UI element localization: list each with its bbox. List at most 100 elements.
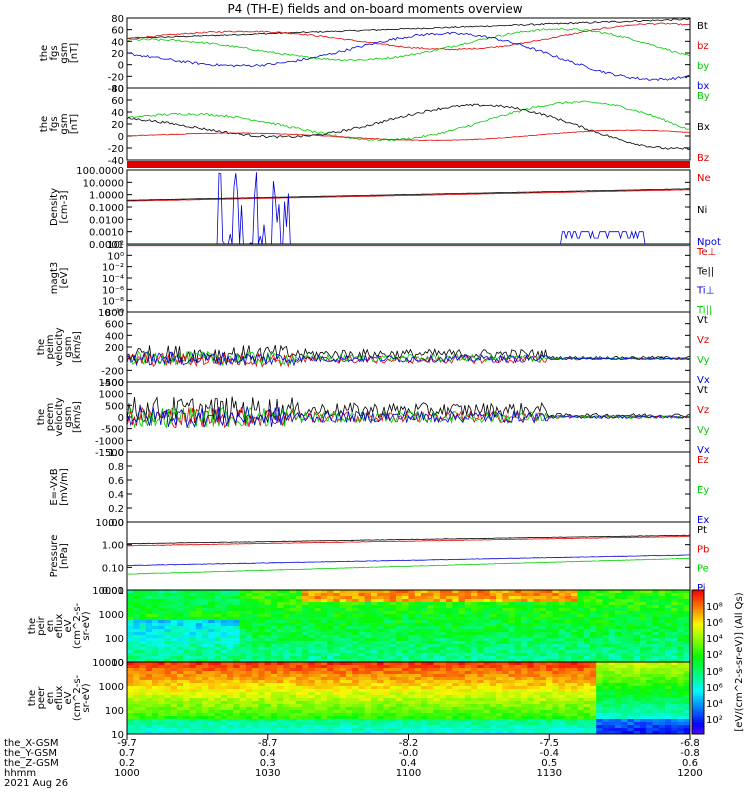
heatmap-cell (564, 650, 572, 654)
heatmap-cell (414, 662, 422, 666)
heatmap-cell (358, 617, 366, 621)
heatmap-cell (583, 695, 591, 699)
colorbar-cell (692, 640, 704, 644)
heatmap-cell (489, 689, 497, 693)
heatmap-cell (377, 686, 384, 690)
heatmap-cell (502, 710, 510, 714)
heatmap-cell (665, 611, 672, 615)
heatmap-cell (439, 653, 447, 657)
heatmap-cell (683, 644, 691, 648)
heatmap-cell (596, 674, 603, 678)
heatmap-cell (421, 608, 428, 612)
heatmap-cell (152, 635, 159, 639)
heatmap-cell (546, 605, 553, 609)
heatmap-cell (352, 686, 359, 690)
heatmap-cell (133, 626, 141, 630)
heatmap-cell (483, 641, 491, 645)
heatmap-cell (345, 605, 353, 609)
heatmap-cell (489, 728, 497, 732)
heatmap-cell (183, 683, 191, 687)
heatmap-cell (189, 620, 197, 624)
heatmap-cell (471, 620, 478, 624)
heatmap-cell (596, 629, 603, 633)
heatmap-cell (320, 704, 328, 708)
heatmap-cell (677, 665, 685, 669)
heatmap-cell (671, 653, 678, 657)
heatmap-cell (327, 608, 334, 612)
heatmap-cell (189, 683, 197, 687)
heatmap-cell (589, 593, 597, 597)
heatmap-cell (270, 692, 278, 696)
heatmap-cell (646, 590, 653, 594)
heatmap-cell (308, 632, 316, 636)
heatmap-cell (352, 602, 359, 606)
heatmap-cell (227, 611, 234, 615)
heatmap-cell (245, 653, 253, 657)
heatmap-cell (177, 716, 184, 720)
heatmap-cell (452, 707, 460, 711)
heatmap-cell (233, 674, 241, 678)
heatmap-cell (189, 671, 197, 675)
heatmap-cell (452, 716, 460, 720)
heatmap-cell (583, 686, 591, 690)
heatmap-cell (577, 668, 585, 672)
heatmap-cell (227, 659, 234, 663)
heatmap-cell (314, 677, 322, 681)
heatmap-cell (158, 701, 166, 705)
heatmap-cell (308, 701, 316, 705)
heatmap-cell (439, 665, 447, 669)
heatmap-cell (177, 635, 184, 639)
heatmap-cell (477, 662, 485, 666)
heatmap-cell (608, 614, 616, 618)
heatmap-cell (564, 668, 572, 672)
heatmap-cell (433, 689, 441, 693)
heatmap-cell (671, 635, 678, 639)
heatmap-cell (339, 680, 347, 684)
heatmap-cell (414, 641, 422, 645)
heatmap-cell (508, 671, 516, 675)
heatmap-cell (539, 635, 547, 639)
heatmap-cell (208, 731, 216, 735)
heatmap-cell (389, 701, 397, 705)
heatmap-cell (508, 719, 516, 723)
y-axis-label: Pressure (49, 535, 60, 578)
heatmap-cell (270, 701, 278, 705)
heatmap-cell (614, 620, 622, 624)
heatmap-cell (283, 596, 291, 600)
heatmap-cell (145, 617, 153, 621)
heatmap-cell (183, 710, 191, 714)
y-tick-label: 80 (111, 14, 124, 25)
heatmap-cell (496, 668, 503, 672)
heatmap-cell (658, 590, 666, 594)
heatmap-cell (458, 599, 466, 603)
panel-peem-velocity (126, 381, 691, 453)
heatmap-cell (558, 656, 566, 660)
heatmap-cell (214, 632, 222, 636)
heatmap-cell (640, 599, 647, 603)
heatmap-cell (483, 638, 491, 642)
heatmap-cell (139, 617, 147, 621)
heatmap-cell (489, 701, 497, 705)
heatmap-cell (127, 623, 134, 627)
heatmap-cell (652, 728, 660, 732)
heatmap-cell (289, 653, 297, 657)
heatmap-cell (208, 728, 216, 732)
heatmap-cell (414, 713, 422, 717)
heatmap-cell (258, 611, 266, 615)
heatmap-cell (521, 698, 528, 702)
heatmap-cell (327, 659, 334, 663)
heatmap-cell (546, 668, 553, 672)
heatmap-cell (239, 674, 247, 678)
heatmap-cell (658, 623, 666, 627)
heatmap-cell (483, 659, 491, 663)
heatmap-cell (352, 695, 359, 699)
heatmap-cell (208, 617, 216, 621)
heatmap-cell (308, 641, 316, 645)
heatmap-cell (402, 725, 409, 729)
heatmap-cell (402, 602, 409, 606)
heatmap-cell (514, 698, 522, 702)
heatmap-cell (496, 590, 503, 594)
heatmap-cell (471, 677, 478, 681)
heatmap-cell (177, 698, 184, 702)
heatmap-cell (202, 704, 209, 708)
